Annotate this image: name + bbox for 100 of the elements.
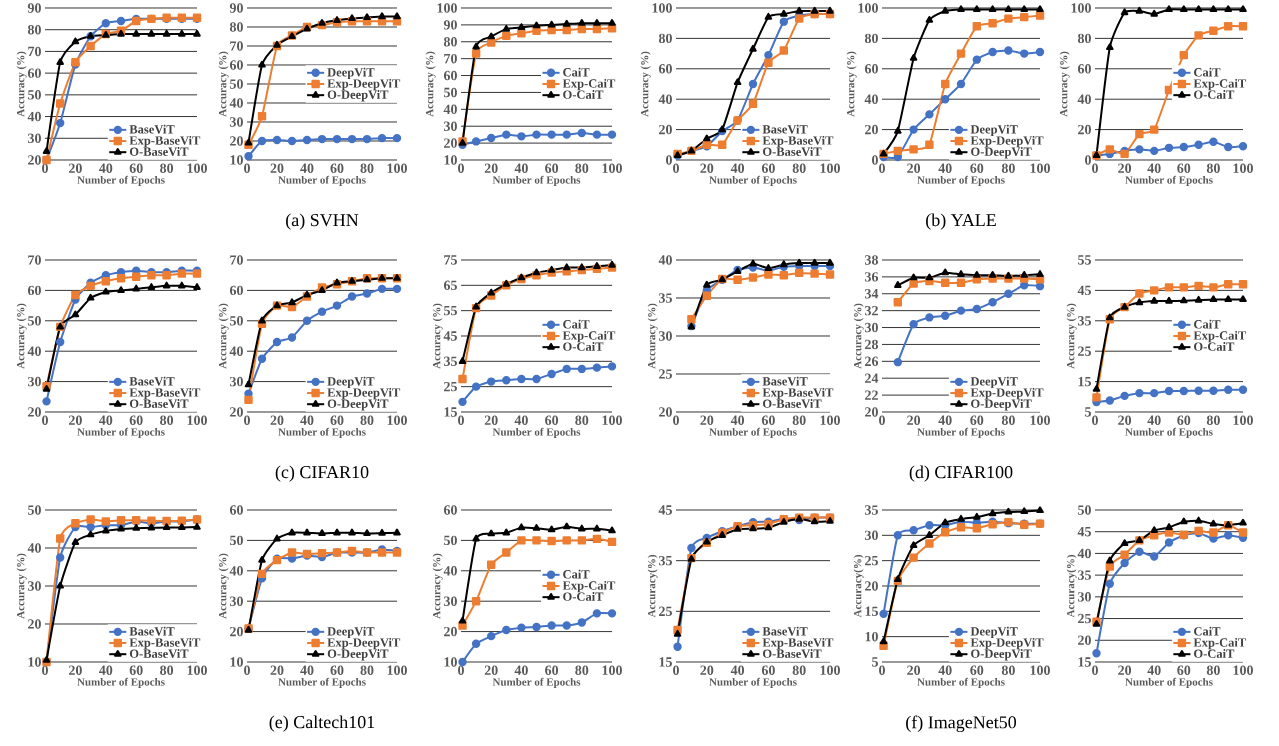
legend-label: O-BaseViT (763, 147, 822, 156)
x-tick-label: 100 (820, 665, 840, 675)
x-tick-label: 80 (792, 163, 806, 173)
legend-label: DeepViT (327, 626, 375, 639)
y-tick-label: 70 (230, 255, 243, 265)
y-tick-label: 20 (28, 407, 41, 417)
y-tick-label: 30 (230, 117, 243, 127)
y-tick-label: 70 (230, 41, 243, 51)
x-tick-label: 100 (387, 163, 407, 173)
y-tick-label: 15 (1078, 376, 1091, 387)
x-tick-label: 80 (1206, 665, 1220, 675)
x-tick-label: 0 (1092, 665, 1098, 675)
x-tick-label: 40 (300, 415, 314, 425)
x-tick-label: 80 (792, 665, 806, 675)
y-tick-label: 60 (229, 60, 243, 70)
legend-label: BaseViT (762, 376, 808, 386)
y-tick-label: 65 (443, 280, 457, 291)
y-tick-label: 30 (444, 121, 457, 131)
x-tick-label: 100 (1030, 415, 1050, 425)
x-axis-title: Number of Epochs (709, 427, 797, 438)
y-tick-label: 25 (1078, 613, 1091, 624)
y-axis-title: Accuracy (%) (1066, 303, 1077, 369)
x-axis-title: Number of Epochs (492, 175, 581, 186)
y-axis-title: Accuracy (%) (425, 51, 436, 117)
x-tick-label: 0 (458, 665, 464, 675)
y-tick-label: 20 (1078, 635, 1091, 645)
y-axis-title: Accuracy (%) (16, 303, 27, 369)
x-tick-label: 20 (270, 163, 284, 173)
legend-label: Exp-BaseViT (762, 387, 834, 400)
legend-label: BaseViT (762, 124, 808, 134)
x-tick-label: 100 (187, 163, 207, 173)
y-tick-label: 100 (1071, 3, 1091, 13)
x-tick-label: 0 (42, 163, 48, 173)
y-tick-label: 55 (1078, 255, 1091, 265)
y-tick-label: 50 (230, 316, 243, 326)
x-axis-title: Number of Epochs (917, 175, 1005, 186)
x-axis-title: Number of Epochs (77, 427, 165, 438)
y-axis-title: Accuracy(%) (853, 555, 864, 618)
y-tick-label: 60 (27, 68, 41, 78)
x-tick-label: 0 (244, 665, 250, 675)
legend-label: Exp-BaseViT (129, 135, 201, 148)
x-tick-label: 60 (129, 415, 143, 425)
y-tick-label: 100 (437, 3, 457, 13)
legend-label: Exp-CaiT (562, 78, 616, 91)
y-tick-label: 5 (872, 657, 878, 667)
y-tick-label: 40 (229, 566, 243, 576)
x-tick-label: 20 (68, 415, 82, 425)
x-tick-label: 100 (187, 665, 207, 675)
legend-label: O-BaseViT (763, 649, 822, 658)
y-tick-label: 35 (1078, 316, 1091, 326)
y-tick-label: 40 (443, 566, 457, 576)
legend-label: Exp-CaiT (1193, 637, 1247, 650)
x-axis-title: Number of Epochs (278, 427, 366, 438)
y-tick-label: 50 (28, 505, 41, 515)
y-tick-label: 30 (28, 133, 41, 143)
y-tick-label: 10 (865, 631, 878, 642)
x-tick-label: 40 (300, 665, 314, 675)
text: (c) CIFAR10 (275, 465, 369, 482)
y-tick-label: 50 (28, 316, 41, 326)
y-tick-label: 35 (1078, 570, 1091, 580)
y-tick-label: 80 (229, 22, 243, 32)
x-tick-label: 20 (270, 415, 284, 425)
y-tick-label: 40 (27, 346, 41, 356)
x-tick-label: 100 (1233, 415, 1253, 425)
x-tick-label: 20 (270, 665, 284, 675)
x-tick-label: 40 (300, 163, 314, 173)
x-tick-label: 60 (970, 665, 984, 675)
x-tick-label: 60 (330, 163, 344, 173)
y-tick-label: 25 (865, 555, 878, 566)
text: (a) SVHN (286, 213, 359, 230)
y-axis-title: Accuracy (%) (647, 303, 658, 369)
y-tick-label: 32 (865, 305, 878, 316)
y-axis-title: Accuracy (%) (16, 51, 27, 117)
y-tick-label: 35 (444, 356, 457, 367)
y-tick-label: 35 (659, 293, 672, 303)
y-tick-label: 20 (444, 626, 457, 637)
text: (f) ImageNet50 (906, 715, 1017, 733)
y-axis-title: Accuracy (%) (1059, 51, 1070, 117)
y-tick-label: 80 (1077, 33, 1091, 44)
y-tick-label: 45 (443, 331, 457, 341)
x-tick-label: 0 (42, 415, 48, 425)
y-tick-label: 22 (865, 390, 878, 400)
y-tick-label: 30 (230, 376, 243, 387)
x-tick-label: 60 (761, 415, 775, 425)
x-tick-label: 20 (700, 163, 714, 173)
text: (d) CIFAR100 (909, 465, 1013, 482)
x-axis-title: Number of Epochs (278, 175, 366, 186)
legend-label: O-DeepViT (327, 399, 389, 411)
x-tick-label: 20 (907, 415, 921, 425)
legend-label: Exp-DeepViT (327, 637, 401, 650)
x-tick-label: 80 (360, 415, 374, 425)
x-tick-label: 20 (1118, 163, 1132, 173)
x-tick-label: 40 (514, 163, 528, 173)
x-tick-label: 20 (700, 665, 714, 675)
y-axis-title: Accuracy (%) (16, 553, 27, 619)
x-tick-label: 0 (244, 163, 250, 173)
y-tick-label: 0 (872, 155, 878, 165)
x-tick-label: 40 (730, 163, 745, 173)
x-tick-label: 20 (907, 163, 921, 173)
x-tick-label: 60 (1177, 163, 1191, 173)
